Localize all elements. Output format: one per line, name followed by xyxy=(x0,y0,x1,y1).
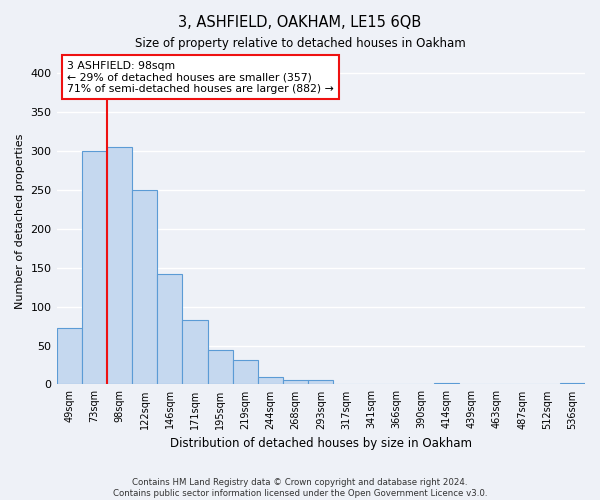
Text: 3 ASHFIELD: 98sqm
← 29% of detached houses are smaller (357)
71% of semi-detache: 3 ASHFIELD: 98sqm ← 29% of detached hous… xyxy=(67,61,334,94)
Bar xyxy=(283,380,308,384)
Bar xyxy=(182,320,208,384)
Bar xyxy=(132,190,157,384)
Bar xyxy=(82,151,107,384)
Bar xyxy=(434,383,459,384)
X-axis label: Distribution of detached houses by size in Oakham: Distribution of detached houses by size … xyxy=(170,437,472,450)
Bar xyxy=(157,274,182,384)
Bar xyxy=(233,360,258,384)
Text: Size of property relative to detached houses in Oakham: Size of property relative to detached ho… xyxy=(134,38,466,51)
Bar xyxy=(258,376,283,384)
Bar xyxy=(308,380,334,384)
Bar xyxy=(56,328,82,384)
Bar xyxy=(208,350,233,384)
Bar xyxy=(560,383,585,384)
Y-axis label: Number of detached properties: Number of detached properties xyxy=(15,134,25,308)
Text: Contains HM Land Registry data © Crown copyright and database right 2024.
Contai: Contains HM Land Registry data © Crown c… xyxy=(113,478,487,498)
Bar xyxy=(107,147,132,384)
Text: 3, ASHFIELD, OAKHAM, LE15 6QB: 3, ASHFIELD, OAKHAM, LE15 6QB xyxy=(178,15,422,30)
